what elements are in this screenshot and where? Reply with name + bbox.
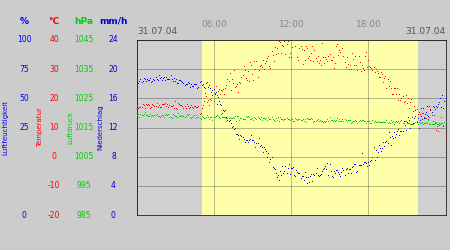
Text: 1035: 1035 <box>74 65 94 74</box>
Text: 8: 8 <box>111 152 116 161</box>
Text: 0: 0 <box>111 210 116 220</box>
Text: 30: 30 <box>49 65 59 74</box>
Text: 1025: 1025 <box>74 94 93 103</box>
Text: mm/h: mm/h <box>99 17 128 26</box>
Text: Niederschlag: Niederschlag <box>97 105 103 150</box>
Text: 40: 40 <box>49 36 59 44</box>
Text: 0: 0 <box>22 210 27 220</box>
Text: 75: 75 <box>19 65 29 74</box>
Text: hPa: hPa <box>74 17 93 26</box>
Text: 100: 100 <box>17 36 32 44</box>
Text: -20: -20 <box>48 210 60 220</box>
Text: 10: 10 <box>49 123 59 132</box>
Text: 12:00: 12:00 <box>279 20 304 28</box>
Text: 16: 16 <box>108 94 118 103</box>
Text: 995: 995 <box>76 181 91 190</box>
Text: 18:00: 18:00 <box>356 20 382 28</box>
Text: Luftfeuchtigkeit: Luftfeuchtigkeit <box>2 100 9 155</box>
Text: 06:00: 06:00 <box>202 20 227 28</box>
Text: %: % <box>20 17 29 26</box>
Text: 0: 0 <box>52 152 56 161</box>
Text: 4: 4 <box>111 181 116 190</box>
Text: 1015: 1015 <box>74 123 93 132</box>
Text: Temperatur: Temperatur <box>37 108 44 148</box>
Text: 20: 20 <box>49 94 59 103</box>
Text: 25: 25 <box>19 123 29 132</box>
Text: 31.07.04: 31.07.04 <box>405 27 446 36</box>
Text: 20: 20 <box>108 65 118 74</box>
Text: 24: 24 <box>108 36 118 44</box>
Bar <box>202 40 418 215</box>
Text: 985: 985 <box>76 210 91 220</box>
Text: °C: °C <box>49 17 59 26</box>
Text: 1005: 1005 <box>74 152 94 161</box>
Text: 50: 50 <box>19 94 29 103</box>
Text: 1045: 1045 <box>74 36 94 44</box>
Text: Luftdruck: Luftdruck <box>67 111 73 144</box>
Text: -10: -10 <box>48 181 60 190</box>
Text: 31.07.04: 31.07.04 <box>137 27 177 36</box>
Text: 12: 12 <box>108 123 118 132</box>
